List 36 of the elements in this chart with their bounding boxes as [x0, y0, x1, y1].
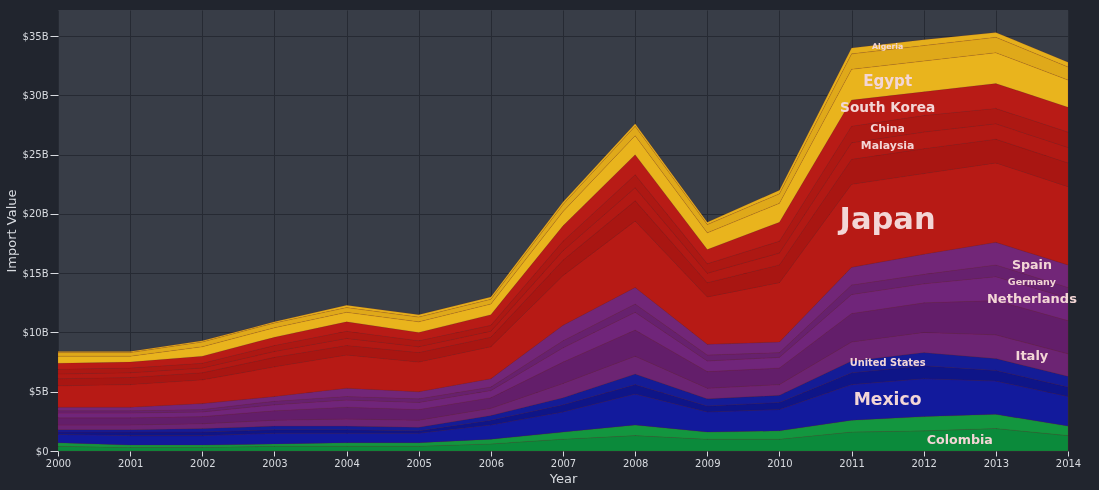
y-tick-label: $5B: [28, 386, 49, 398]
x-tick-label: 2007: [550, 457, 577, 469]
y-tick-label: $25B: [22, 149, 49, 161]
series-label: Malaysia: [860, 138, 915, 152]
series-label: China: [870, 122, 905, 136]
y-tick-label: $30B: [22, 89, 49, 101]
x-tick-label: 2002: [190, 457, 216, 469]
series-label: Colombia: [926, 432, 993, 448]
y-tick-label: $10B: [22, 326, 49, 338]
series-label: United States: [849, 356, 926, 368]
y-tick-label: $35B: [22, 30, 49, 42]
x-tick-label: 2000: [45, 457, 72, 469]
x-tick-label: 2010: [767, 457, 793, 469]
y-axis-title: Import Value: [3, 189, 19, 273]
series-label: Egypt: [863, 71, 913, 90]
x-tick-label: 2012: [911, 457, 937, 469]
series-label: Germany: [1007, 275, 1057, 287]
series-label: Mexico: [853, 389, 922, 410]
y-tick-label: $20B: [22, 208, 49, 220]
x-axis-title: Year: [548, 470, 578, 486]
y-tick-label: $0: [35, 445, 49, 457]
x-tick-label: 2008: [622, 457, 649, 469]
x-tick-label: 2011: [839, 457, 865, 469]
x-tick-label: 2003: [262, 457, 288, 469]
y-tick-label: $15B: [22, 267, 49, 279]
series-label: Japan: [837, 200, 936, 236]
series-label: Spain: [1011, 256, 1052, 272]
x-tick-label: 2013: [983, 457, 1010, 469]
x-tick-label: 2004: [334, 457, 360, 469]
series-label: Italy: [1015, 347, 1049, 363]
x-tick-label: 2006: [478, 457, 505, 469]
x-tick-label: 2005: [406, 457, 432, 469]
x-tick-label: 2009: [695, 457, 721, 469]
x-tick-label: 2014: [1055, 457, 1082, 469]
x-tick-label: 2001: [117, 457, 144, 469]
series-label: Netherlands: [986, 290, 1078, 306]
